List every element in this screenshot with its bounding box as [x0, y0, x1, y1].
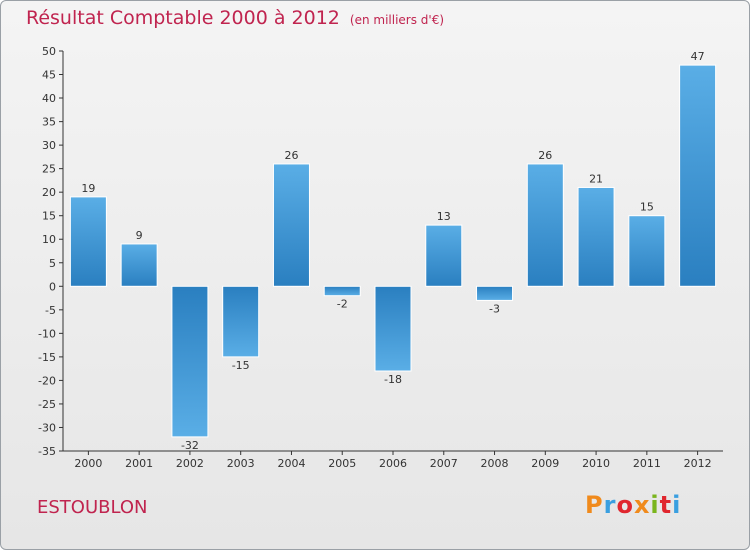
x-tick-label: 2003 — [227, 457, 255, 470]
x-tick-label: 2011 — [633, 457, 661, 470]
x-tick-label: 2007 — [430, 457, 458, 470]
bar[interactable] — [120, 243, 158, 287]
brand-letter: t — [659, 491, 673, 519]
brand-logo[interactable]: Proxiti — [585, 491, 681, 519]
y-tick: -35 — [38, 445, 63, 458]
y-tick-label: -20 — [38, 374, 56, 387]
y-tick: -20 — [38, 374, 63, 387]
x-tick-label: 2005 — [328, 457, 356, 470]
value-label: 26 — [284, 149, 298, 162]
value-label: 15 — [640, 201, 654, 214]
brand-letter: P — [585, 491, 604, 519]
bar[interactable] — [425, 224, 463, 287]
value-label: 9 — [136, 229, 143, 242]
y-tick: 20 — [42, 186, 63, 199]
bar[interactable] — [577, 186, 615, 287]
y-tick-label: 45 — [42, 69, 56, 82]
chart-unit: (en milliers d'€) — [349, 13, 445, 27]
y-tick: 40 — [42, 92, 63, 105]
brand-letter: i — [650, 491, 660, 519]
value-label: 13 — [437, 210, 451, 223]
y-tick: -25 — [38, 398, 63, 411]
x-tick-label: 2002 — [176, 457, 204, 470]
value-label: -3 — [489, 302, 500, 315]
y-tick-label: -10 — [38, 327, 56, 340]
y-tick: -30 — [38, 421, 63, 434]
value-label: 19 — [81, 182, 95, 195]
town-name: ESTOUBLON — [37, 497, 148, 518]
chart-title: Résultat Comptable 2000 à 2012 (en millie… — [26, 7, 444, 29]
y-tick-label: 15 — [42, 210, 56, 223]
x-tick-label: 2000 — [74, 457, 102, 470]
x-tick-label: 2012 — [684, 457, 712, 470]
y-tick-label: -15 — [38, 351, 56, 364]
y-tick: -10 — [38, 327, 63, 340]
y-tick: 30 — [42, 139, 63, 152]
value-label: 47 — [691, 50, 705, 63]
bar[interactable] — [628, 215, 666, 287]
y-tick: 5 — [49, 257, 63, 270]
y-tick-label: 35 — [42, 116, 56, 129]
value-label: 26 — [538, 149, 552, 162]
value-label: -2 — [337, 298, 348, 311]
bar[interactable] — [171, 285, 209, 438]
y-tick: -15 — [38, 351, 63, 364]
y-tick: -5 — [45, 304, 63, 317]
brand-letter: r — [603, 491, 617, 519]
y-tick-label: 10 — [42, 233, 56, 246]
y-tick-label: 40 — [42, 92, 56, 105]
y-tick-label: 0 — [49, 280, 56, 293]
y-tick: 35 — [42, 116, 63, 129]
brand-letter: x — [633, 491, 651, 519]
y-tick-label: -25 — [38, 398, 56, 411]
brand-letter: i — [672, 491, 682, 519]
value-label: -32 — [181, 439, 199, 452]
bar[interactable] — [374, 285, 412, 372]
x-tick-label: 2004 — [277, 457, 305, 470]
bars — [69, 64, 717, 438]
y-tick: 15 — [42, 210, 63, 223]
bar[interactable] — [272, 163, 310, 287]
x-tick-label: 2009 — [531, 457, 559, 470]
y-tick-label: -5 — [45, 304, 56, 317]
value-label: -18 — [384, 373, 402, 386]
y-tick: 25 — [42, 163, 63, 176]
value-label: -15 — [232, 359, 250, 372]
y-tick-label: 30 — [42, 139, 56, 152]
bar[interactable] — [222, 285, 260, 358]
x-axis: 2000 2001 2002 2003 2004 2005 2006 2007 2008 2009… — [63, 450, 723, 470]
y-axis: -35 -30 -25 -20 -15 -10 -5 0 5 10 15 20 25 30 35 40 45 50 — [38, 45, 64, 458]
bar[interactable] — [476, 285, 514, 301]
y-tick: 45 — [42, 69, 63, 82]
brand-letter: o — [616, 491, 634, 519]
chart-title-text: Résultat Comptable 2000 à 2012 — [26, 7, 340, 29]
bar[interactable] — [69, 196, 107, 287]
bar[interactable] — [526, 163, 564, 287]
y-tick: 0 — [49, 280, 63, 293]
y-tick-label: 50 — [42, 45, 56, 58]
value-label: 21 — [589, 172, 603, 185]
x-tick-label: 2008 — [481, 457, 509, 470]
x-tick-label: 2006 — [379, 457, 407, 470]
x-tick-label: 2010 — [582, 457, 610, 470]
y-tick-label: 25 — [42, 163, 56, 176]
bar[interactable] — [323, 285, 361, 297]
x-tick-label: 2001 — [125, 457, 153, 470]
value-labels: 19 9 -32 -15 26 -2 -18 13 -3 26 21 15 47 — [81, 50, 704, 452]
y-tick-label: 20 — [42, 186, 56, 199]
y-tick: 10 — [42, 233, 63, 246]
y-tick-label: 5 — [49, 257, 56, 270]
y-tick-label: -30 — [38, 421, 56, 434]
bar[interactable] — [679, 64, 717, 287]
y-tick-label: -35 — [38, 445, 56, 458]
y-tick: 50 — [42, 45, 63, 58]
